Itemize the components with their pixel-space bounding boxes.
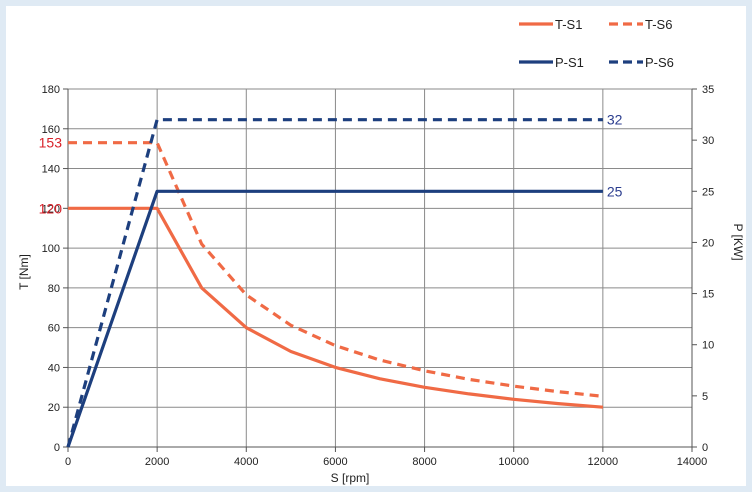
legend-label-p-s6: P-S6 bbox=[645, 55, 674, 70]
y2-tick-label: 0 bbox=[702, 442, 708, 454]
grid bbox=[68, 89, 692, 447]
x-axis-title: S [rpm] bbox=[331, 471, 370, 485]
y2-tick-label: 15 bbox=[702, 289, 714, 301]
legend-label-t-s1: T-S1 bbox=[555, 17, 582, 32]
y2-tick-label: 25 bbox=[702, 186, 714, 198]
plot-area bbox=[68, 89, 692, 447]
value-callout: 32 bbox=[607, 112, 623, 128]
y2-tick-label: 20 bbox=[702, 237, 714, 249]
y2-tick-label: 5 bbox=[702, 391, 708, 403]
x-tick-label: 10000 bbox=[498, 456, 529, 468]
x-tick-label: 0 bbox=[65, 456, 71, 468]
value-callout: 153 bbox=[39, 135, 63, 151]
x-tick-label: 4000 bbox=[234, 456, 258, 468]
y-tick-label: 40 bbox=[48, 362, 60, 374]
y-tick-label: 140 bbox=[42, 164, 60, 176]
y-axis-title: T [Nm] bbox=[17, 254, 31, 290]
x-tick-label: 8000 bbox=[412, 456, 436, 468]
y2-tick-label: 10 bbox=[702, 340, 714, 352]
legend-label-p-s1: P-S1 bbox=[555, 55, 584, 70]
value-callout: 120 bbox=[39, 200, 63, 216]
y-tick-label: 180 bbox=[42, 84, 60, 96]
y2-tick-label: 35 bbox=[702, 84, 714, 96]
x-tick-label: 14000 bbox=[677, 456, 708, 468]
value-callout: 25 bbox=[607, 183, 623, 199]
x-tick-label: 12000 bbox=[588, 456, 619, 468]
y2-tick-label: 30 bbox=[702, 135, 714, 147]
x-tick-label: 6000 bbox=[323, 456, 347, 468]
legend-label-t-s6: T-S6 bbox=[645, 17, 672, 32]
y-tick-label: 60 bbox=[48, 323, 60, 335]
y-tick-label: 0 bbox=[54, 442, 60, 454]
y-tick-label: 100 bbox=[42, 243, 60, 255]
y-tick-label: 80 bbox=[48, 283, 60, 295]
y2-axis-title: P [KW] bbox=[731, 223, 745, 260]
y-tick-label: 20 bbox=[48, 402, 60, 414]
chart-panel: 0 20 40 60 80 100 120 140 160 180 0 2000 4000 6000 800… bbox=[6, 6, 746, 486]
x-tick-label: 2000 bbox=[145, 456, 169, 468]
